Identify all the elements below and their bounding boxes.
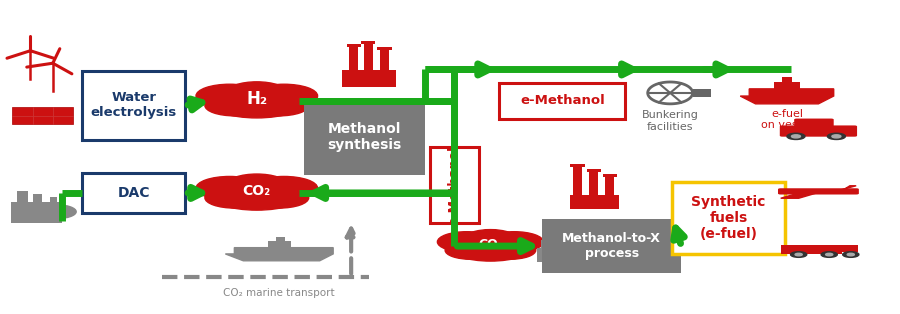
Circle shape bbox=[446, 241, 497, 259]
FancyBboxPatch shape bbox=[571, 164, 585, 167]
Text: Methanol-to-X
process: Methanol-to-X process bbox=[562, 232, 662, 260]
Circle shape bbox=[787, 133, 805, 139]
Circle shape bbox=[484, 241, 536, 259]
FancyBboxPatch shape bbox=[50, 197, 58, 205]
FancyBboxPatch shape bbox=[268, 241, 291, 248]
Text: Bunkering
facilities: Bunkering facilities bbox=[642, 110, 698, 132]
Text: CO₂: CO₂ bbox=[243, 184, 271, 198]
FancyBboxPatch shape bbox=[349, 47, 358, 70]
Circle shape bbox=[37, 205, 76, 219]
FancyBboxPatch shape bbox=[82, 173, 185, 213]
Circle shape bbox=[791, 135, 800, 138]
Circle shape bbox=[795, 253, 802, 256]
Circle shape bbox=[250, 176, 318, 200]
FancyBboxPatch shape bbox=[606, 176, 615, 195]
FancyBboxPatch shape bbox=[346, 44, 361, 47]
FancyBboxPatch shape bbox=[542, 219, 681, 273]
FancyBboxPatch shape bbox=[842, 245, 858, 252]
FancyBboxPatch shape bbox=[17, 192, 28, 202]
Circle shape bbox=[249, 187, 309, 208]
FancyBboxPatch shape bbox=[380, 50, 389, 70]
Text: CO₂ marine transport: CO₂ marine transport bbox=[223, 288, 335, 298]
Text: e-Methanol: e-Methanol bbox=[448, 145, 461, 225]
Circle shape bbox=[825, 253, 833, 256]
FancyBboxPatch shape bbox=[82, 71, 185, 140]
FancyBboxPatch shape bbox=[275, 237, 284, 241]
Circle shape bbox=[447, 231, 534, 261]
Circle shape bbox=[227, 82, 286, 102]
FancyBboxPatch shape bbox=[573, 167, 582, 195]
Polygon shape bbox=[780, 190, 827, 198]
FancyBboxPatch shape bbox=[778, 188, 859, 194]
FancyBboxPatch shape bbox=[364, 44, 373, 70]
Text: CO₂: CO₂ bbox=[478, 238, 503, 251]
FancyBboxPatch shape bbox=[587, 169, 601, 172]
FancyBboxPatch shape bbox=[33, 193, 42, 202]
FancyBboxPatch shape bbox=[304, 98, 426, 175]
Text: DAC: DAC bbox=[117, 186, 150, 200]
Circle shape bbox=[539, 246, 568, 256]
Circle shape bbox=[249, 95, 309, 116]
Text: Methanol
synthesis: Methanol synthesis bbox=[328, 122, 401, 152]
Circle shape bbox=[464, 230, 517, 248]
Circle shape bbox=[196, 176, 263, 200]
Circle shape bbox=[207, 176, 306, 210]
Circle shape bbox=[842, 252, 859, 257]
Circle shape bbox=[485, 232, 544, 252]
FancyBboxPatch shape bbox=[779, 125, 857, 137]
Circle shape bbox=[827, 133, 845, 139]
FancyBboxPatch shape bbox=[541, 240, 547, 248]
FancyBboxPatch shape bbox=[773, 82, 800, 89]
Text: H₂: H₂ bbox=[247, 90, 267, 108]
FancyBboxPatch shape bbox=[537, 248, 566, 262]
FancyBboxPatch shape bbox=[603, 174, 617, 176]
FancyBboxPatch shape bbox=[12, 202, 62, 223]
Text: ✦: ✦ bbox=[80, 111, 88, 121]
Circle shape bbox=[437, 232, 496, 252]
Circle shape bbox=[832, 135, 841, 138]
Circle shape bbox=[205, 187, 265, 208]
FancyBboxPatch shape bbox=[342, 70, 396, 87]
Circle shape bbox=[250, 84, 318, 108]
FancyBboxPatch shape bbox=[13, 107, 74, 124]
Text: Water
electrolysis: Water electrolysis bbox=[91, 91, 176, 119]
FancyBboxPatch shape bbox=[430, 147, 479, 224]
FancyBboxPatch shape bbox=[693, 89, 711, 97]
Circle shape bbox=[847, 253, 854, 256]
Polygon shape bbox=[741, 89, 833, 104]
FancyBboxPatch shape bbox=[781, 77, 792, 82]
Circle shape bbox=[821, 252, 837, 257]
Text: e-fuel
on vessel: e-fuel on vessel bbox=[760, 109, 814, 130]
Circle shape bbox=[227, 174, 286, 195]
FancyBboxPatch shape bbox=[570, 195, 619, 209]
FancyBboxPatch shape bbox=[361, 41, 375, 44]
FancyBboxPatch shape bbox=[552, 242, 558, 248]
Text: e-Methanol: e-Methanol bbox=[520, 94, 605, 107]
Polygon shape bbox=[225, 248, 333, 261]
FancyBboxPatch shape bbox=[780, 245, 842, 254]
Circle shape bbox=[207, 84, 306, 118]
FancyBboxPatch shape bbox=[500, 83, 626, 119]
Circle shape bbox=[205, 95, 265, 116]
Text: Synthetic
fuels
(e-fuel): Synthetic fuels (e-fuel) bbox=[691, 195, 766, 241]
FancyBboxPatch shape bbox=[590, 172, 598, 195]
FancyBboxPatch shape bbox=[377, 47, 392, 50]
Polygon shape bbox=[841, 186, 856, 192]
Circle shape bbox=[196, 84, 263, 108]
FancyBboxPatch shape bbox=[672, 182, 785, 254]
Circle shape bbox=[790, 252, 806, 257]
FancyBboxPatch shape bbox=[794, 119, 833, 127]
